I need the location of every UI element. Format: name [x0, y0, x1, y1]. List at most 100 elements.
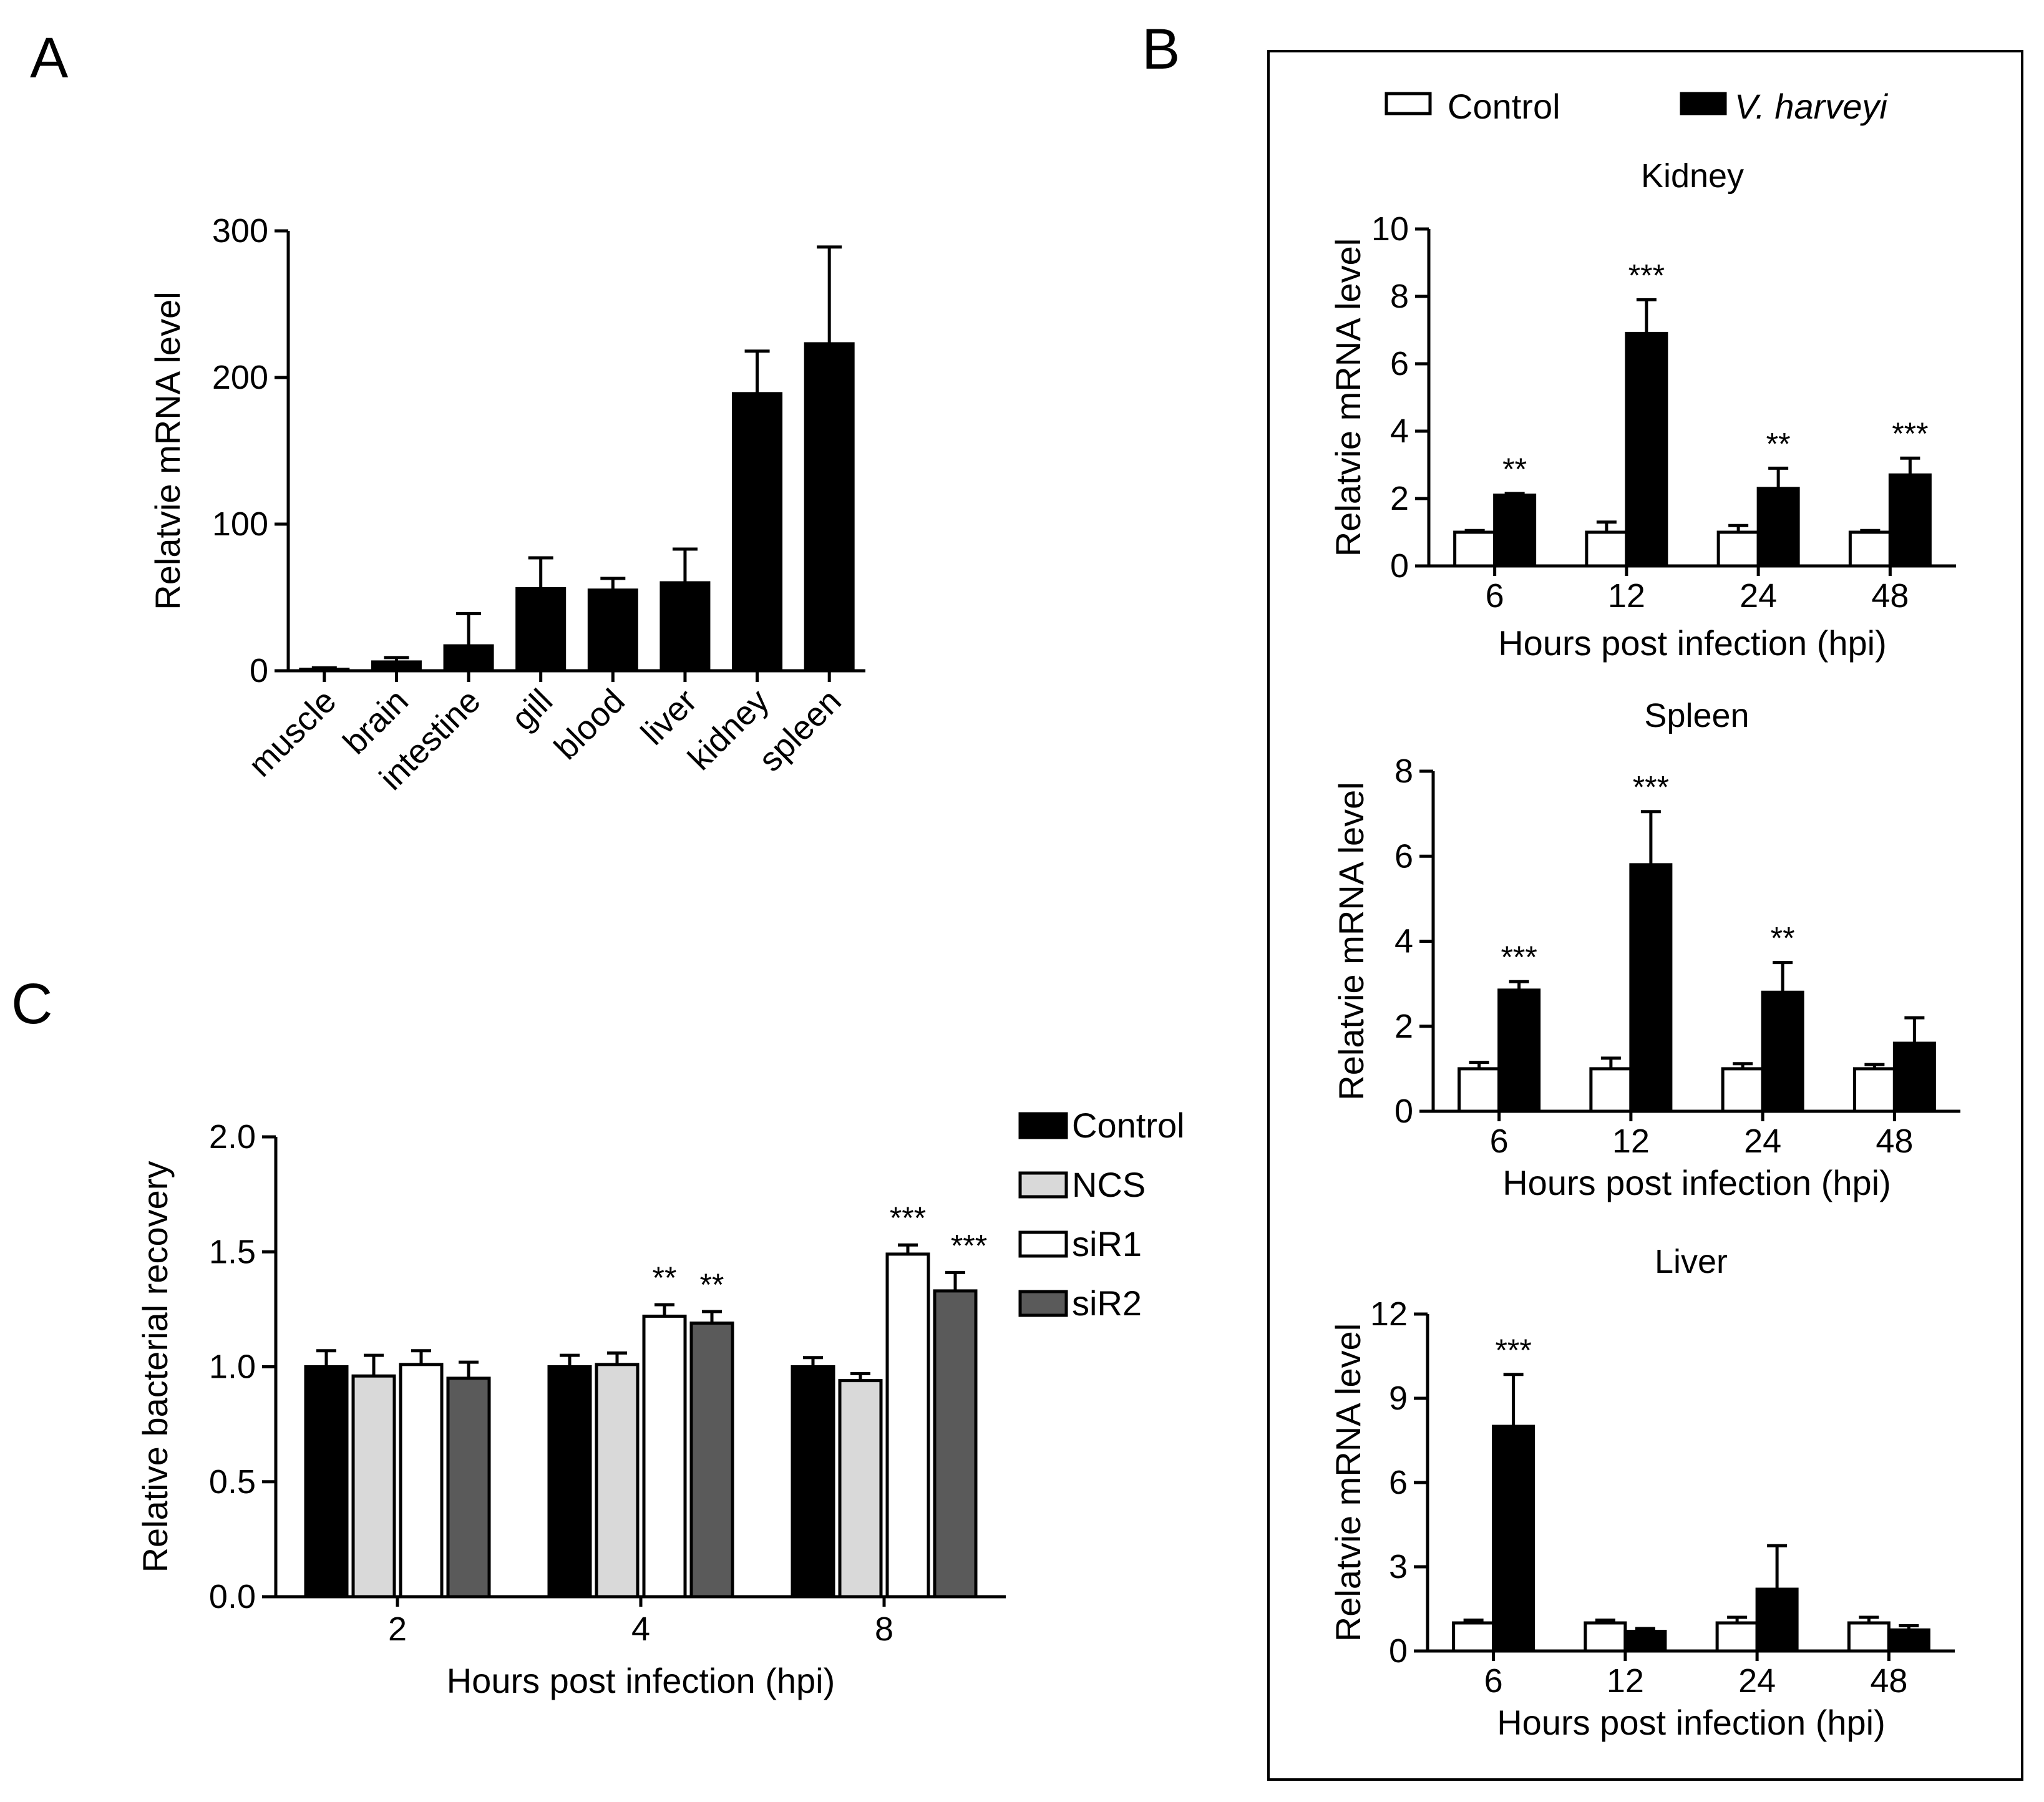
panel-c-ytick-label: 0.5	[209, 1463, 256, 1501]
panel-b-kidney-bar-control	[1848, 530, 1892, 568]
panel-b-liver-bar-infected	[1492, 1425, 1535, 1653]
panel-c-ytick-label: 1.0	[209, 1348, 256, 1386]
panel-c-legend-swatch	[1018, 1230, 1068, 1258]
panel-c-xtick-label: 4	[631, 1610, 650, 1648]
panel-letter-a: A	[30, 26, 69, 90]
panel-b-kidney-bar-infected	[1756, 487, 1800, 568]
panel-c-bar-ncs	[351, 1374, 396, 1599]
panel-b-liver-bar-control	[1452, 1621, 1496, 1653]
panel-c-significance: ***	[890, 1201, 926, 1235]
panel-b-liver-significance: ***	[1495, 1333, 1531, 1368]
panel-b-kidney-bar-control	[1453, 530, 1497, 568]
panel-a-ytick-label: 0	[250, 652, 268, 689]
panel-b-spleen-y-label: Relatvie mRNA level	[1331, 782, 1371, 1100]
panel-a-y-label: Relatvie mRNA level	[148, 291, 187, 610]
panel-b-spleen-ytick-label: 2	[1394, 1008, 1413, 1045]
panel-c-x-label: Hours post infection (hpi)	[447, 1661, 835, 1700]
panel-b-spleen-bar-control	[1721, 1067, 1764, 1113]
panel-a-bar	[371, 660, 422, 673]
panel-b-spleen-bar-control	[1852, 1067, 1896, 1113]
panel-b-liver-bar-control	[1715, 1621, 1759, 1653]
panel-b-kidney-significance: ***	[1892, 416, 1928, 451]
panel-b-kidney-bar-control	[1716, 530, 1760, 568]
panel-b-kidney-ytick-label: 0	[1390, 547, 1409, 585]
panel-c-bar-ncs	[838, 1379, 883, 1599]
panel-b-kidney-ytick-label: 10	[1371, 210, 1409, 248]
panel-b-liver-ytick-label: 9	[1389, 1380, 1408, 1417]
panel-b-kidney-significance: **	[1502, 452, 1527, 487]
panel-b-spleen-bar-infected	[1892, 1041, 1936, 1113]
panel-b-kidney-y-label: Relatvie mRNA level	[1328, 238, 1368, 557]
panel-b-liver-title: Liver	[1655, 1243, 1728, 1280]
panel-c-legend-label: NCS	[1072, 1165, 1146, 1204]
panel-b-kidney-xtick-label: 48	[1871, 577, 1909, 615]
panel-c-bar-control	[791, 1365, 835, 1599]
panel-b-legend-label: Control	[1448, 87, 1560, 126]
panel-c-ytick-label: 1.5	[209, 1233, 256, 1270]
panel-c-legend-swatch	[1018, 1290, 1068, 1317]
panel-b-kidney-xtick-label: 24	[1740, 577, 1777, 615]
panel-c-legend-swatch	[1018, 1112, 1068, 1139]
panel-b-spleen-ytick-label: 6	[1394, 837, 1413, 875]
panel-b-kidney-bar-infected	[1625, 331, 1668, 568]
panel-b-liver-xtick-label: 6	[1484, 1662, 1503, 1700]
panel-b-kidney-xtick-label: 12	[1608, 577, 1645, 615]
panel-a-bar	[732, 392, 783, 673]
panel-b-spleen-significance: ***	[1633, 770, 1669, 805]
panel-c-xtick-label: 2	[388, 1610, 407, 1648]
panel-c-y-label: Relative bacterial recovery	[135, 1161, 175, 1573]
panel-c-significance: ***	[951, 1228, 987, 1263]
panel-b-spleen-bar-control	[1458, 1067, 1501, 1113]
panel-a-xtick-label: gill	[504, 682, 560, 738]
panel-b-spleen-title: Spleen	[1644, 697, 1749, 734]
panel-a-ytick-label: 100	[212, 505, 268, 543]
panel-c-legend-label: siR2	[1072, 1283, 1142, 1323]
panel-b-kidney-bar-infected	[1888, 473, 1932, 568]
panel-b-spleen-significance: **	[1771, 921, 1795, 956]
panel-b-legend-swatch	[1680, 92, 1727, 115]
panel-b-kidney-xtick-label: 6	[1486, 577, 1504, 615]
panel-c-legend-label: siR1	[1072, 1224, 1142, 1264]
panel-c-significance: **	[700, 1267, 724, 1302]
panel-b-liver-xtick-label: 24	[1738, 1662, 1776, 1700]
panel-b-kidney-bar-infected	[1493, 494, 1537, 568]
panel-b-frame	[1267, 50, 2023, 1781]
panel-b-spleen-xtick-label: 12	[1612, 1123, 1650, 1160]
panel-b-spleen-ytick-label: 0	[1394, 1093, 1413, 1130]
panel-b-liver-x-label: Hours post infection (hpi)	[1497, 1703, 1886, 1742]
panel-b-liver-bar-infected	[1755, 1587, 1799, 1653]
panel-b-spleen-xtick-label: 6	[1490, 1123, 1509, 1160]
panel-c-legend-label: Control	[1072, 1106, 1185, 1145]
panel-b-liver-ytick-label: 6	[1389, 1464, 1408, 1501]
panel-c-bar-sir2	[689, 1321, 734, 1599]
panel-c-bar-ncs	[595, 1363, 640, 1599]
panel-b-spleen-bar-infected	[1761, 990, 1804, 1113]
panel-c-ytick-label: 0.0	[209, 1578, 256, 1615]
panel-c-bar-control	[547, 1365, 592, 1599]
panel-c-bar-sir2	[933, 1289, 978, 1599]
panel-b-kidney-ytick-label: 6	[1390, 345, 1409, 382]
panel-b-liver-bar-infected	[1623, 1630, 1667, 1653]
panel-b-liver-ytick-label: 12	[1370, 1295, 1408, 1333]
panel-b-liver-bar-control	[1584, 1621, 1627, 1653]
panel-a-xtick-label: spleen	[752, 682, 849, 779]
panel-a-bar	[299, 668, 350, 673]
panel-b-liver-bar-infected	[1887, 1628, 1930, 1653]
panel-c-bar-sir1	[399, 1363, 444, 1599]
panel-b-spleen-x-label: Hours post infection (hpi)	[1502, 1163, 1891, 1202]
panel-b-liver-bar-control	[1847, 1621, 1891, 1653]
panel-a-bar	[587, 588, 638, 673]
panel-b-liver-xtick-label: 48	[1870, 1662, 1907, 1700]
panel-c-xtick-label: 8	[875, 1610, 893, 1648]
panel-b-liver-ytick-label: 3	[1389, 1548, 1408, 1585]
panel-b-kidney-title: Kidney	[1641, 157, 1744, 195]
panel-b-kidney-bar-control	[1585, 530, 1628, 568]
panel-b-kidney-x-label: Hours post infection (hpi)	[1498, 623, 1887, 663]
panel-b-legend-label: V. harveyi	[1735, 87, 1888, 126]
panel-c-bar-sir2	[446, 1376, 491, 1599]
panel-b-spleen-bar-control	[1589, 1067, 1633, 1113]
panel-b-spleen-significance: ***	[1501, 940, 1537, 975]
panel-b-liver-y-label: Relatvie mRNA level	[1328, 1323, 1368, 1642]
panel-b-spleen-ytick-label: 8	[1394, 752, 1413, 790]
